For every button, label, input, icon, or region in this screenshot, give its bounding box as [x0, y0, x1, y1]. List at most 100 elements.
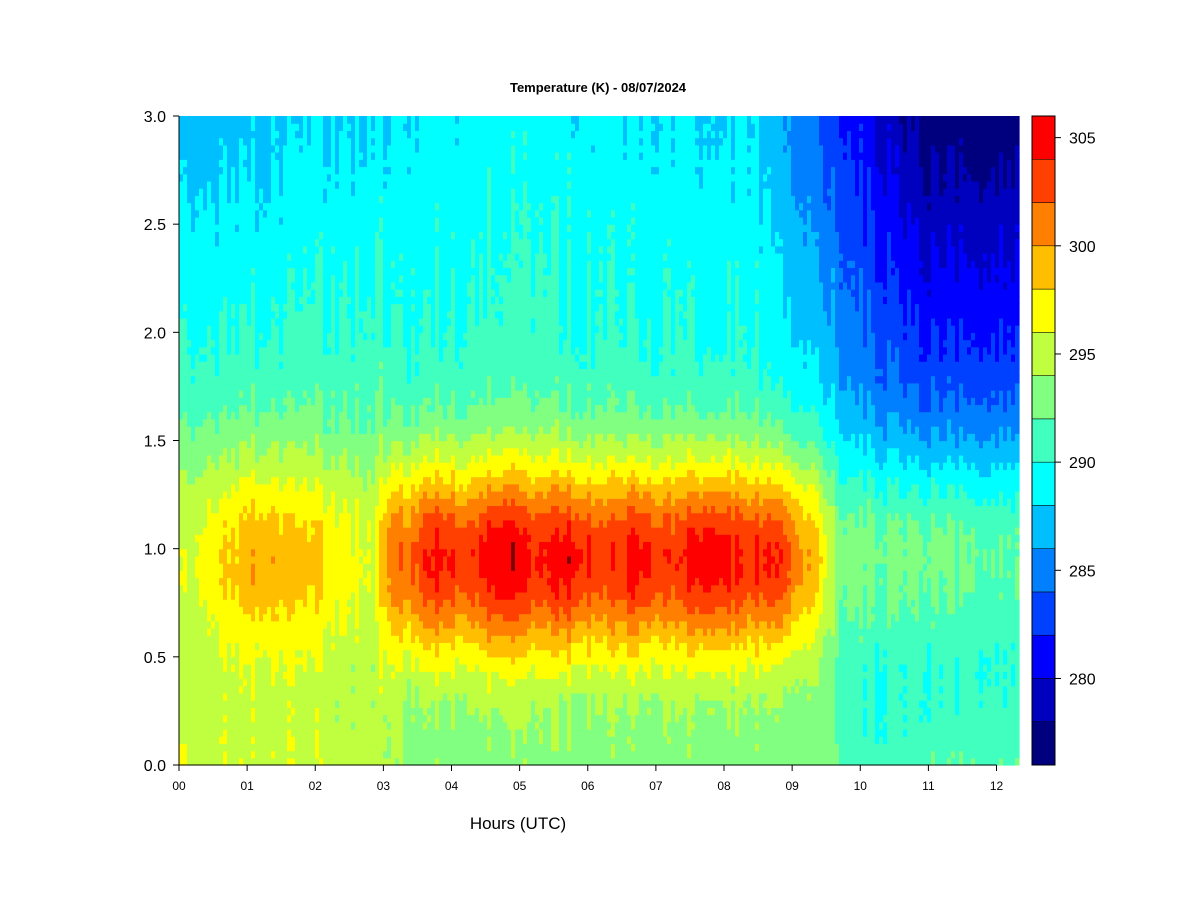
heatmap-cell [375, 678, 380, 687]
heatmap-cell [211, 159, 216, 168]
heatmap-cell [367, 245, 372, 254]
heatmap-cell [319, 289, 324, 297]
heatmap-cell [395, 368, 400, 377]
heatmap-cell [251, 527, 256, 535]
heatmap-cell [263, 245, 268, 254]
heatmap-cell [203, 642, 208, 651]
heatmap-cell [243, 260, 248, 269]
heatmap-cell [319, 216, 324, 225]
heatmap-cell [303, 375, 308, 384]
heatmap-cell [219, 498, 224, 506]
heatmap-cell [227, 274, 232, 283]
heatmap-cell [323, 483, 328, 492]
heatmap-cell [239, 613, 244, 622]
heatmap-cell [315, 757, 320, 766]
heatmap-cell [363, 180, 368, 189]
heatmap-cell [271, 440, 276, 449]
heatmap-cell [215, 627, 220, 636]
heatmap-cell [259, 541, 264, 550]
heatmap-cell [243, 519, 248, 528]
heatmap-cell [319, 692, 324, 701]
heatmap-cell [371, 303, 376, 312]
heatmap-cell [339, 440, 344, 449]
heatmap-cell [267, 736, 272, 744]
heatmap-cell [275, 447, 280, 456]
heatmap-cell [223, 224, 228, 232]
heatmap-cell [219, 433, 224, 442]
heatmap-cell [311, 144, 316, 153]
heatmap-cell [263, 692, 268, 701]
heatmap-cell [187, 418, 192, 427]
heatmap-cell [311, 555, 316, 564]
heatmap-cell [275, 310, 280, 319]
heatmap-cell [323, 231, 328, 240]
heatmap-cell [355, 433, 360, 442]
heatmap-cell [207, 433, 212, 442]
heatmap-cell [343, 454, 348, 463]
heatmap-cell [287, 390, 292, 398]
heatmap-cell [251, 418, 256, 427]
heatmap-cell [391, 130, 396, 139]
heatmap-cell [283, 346, 288, 355]
heatmap-cell [291, 130, 296, 139]
heatmap-cell [271, 591, 276, 600]
heatmap-cell [207, 498, 212, 506]
heatmap-cell [367, 462, 372, 470]
heatmap-cell [279, 390, 284, 398]
heatmap-cell [179, 375, 184, 384]
heatmap-cell [303, 231, 308, 240]
heatmap-cell [339, 692, 344, 701]
heatmap-cell [391, 404, 396, 413]
heatmap-cell [343, 620, 348, 629]
heatmap-cell [187, 130, 192, 139]
heatmap-cell [335, 339, 340, 348]
heatmap-cell [399, 570, 404, 579]
heatmap-cell [383, 390, 388, 398]
heatmap-cell [247, 332, 252, 341]
heatmap-cell [207, 224, 212, 232]
heatmap-cell [395, 483, 400, 492]
heatmap-cell [279, 325, 284, 333]
heatmap-cell [331, 224, 336, 232]
heatmap-cell [343, 671, 348, 680]
heatmap-cell [259, 137, 264, 146]
heatmap-cell [291, 707, 296, 716]
heatmap-cell [259, 627, 264, 636]
heatmap-cell [359, 274, 364, 283]
heatmap-cell [331, 627, 336, 636]
heatmap-cell [239, 368, 244, 377]
heatmap-cell [391, 570, 396, 579]
heatmap-cell [367, 317, 372, 326]
heatmap-cell [235, 721, 240, 730]
heatmap-cell [387, 116, 392, 124]
heatmap-cell [287, 490, 292, 499]
heatmap-cell [203, 512, 208, 521]
heatmap-cell [227, 599, 232, 607]
heatmap-cell [215, 483, 220, 492]
heatmap-cell [279, 498, 284, 506]
heatmap-cell [343, 743, 348, 752]
heatmap-cell [395, 426, 400, 434]
heatmap-cell [251, 332, 256, 341]
heatmap-cell [371, 382, 376, 391]
heatmap-cell [323, 519, 328, 528]
heatmap-cell [363, 433, 368, 442]
heatmap-cell [379, 664, 384, 672]
heatmap-cell [343, 700, 348, 708]
heatmap-cell [355, 548, 360, 557]
heatmap-cell [183, 144, 188, 153]
heatmap-cell [267, 137, 272, 146]
heatmap-cell [215, 678, 220, 687]
heatmap-cell [371, 310, 376, 319]
heatmap-cell [255, 397, 260, 406]
heatmap-cell [207, 541, 212, 550]
heatmap-cell [399, 692, 404, 701]
heatmap-cell [383, 570, 388, 579]
heatmap-cell [339, 433, 344, 442]
heatmap-cell [391, 563, 396, 571]
heatmap-cell [375, 116, 380, 124]
heatmap-cell [383, 649, 388, 658]
heatmap-cell [283, 368, 288, 377]
heatmap-cell [235, 152, 240, 160]
heatmap-cell [299, 375, 304, 384]
